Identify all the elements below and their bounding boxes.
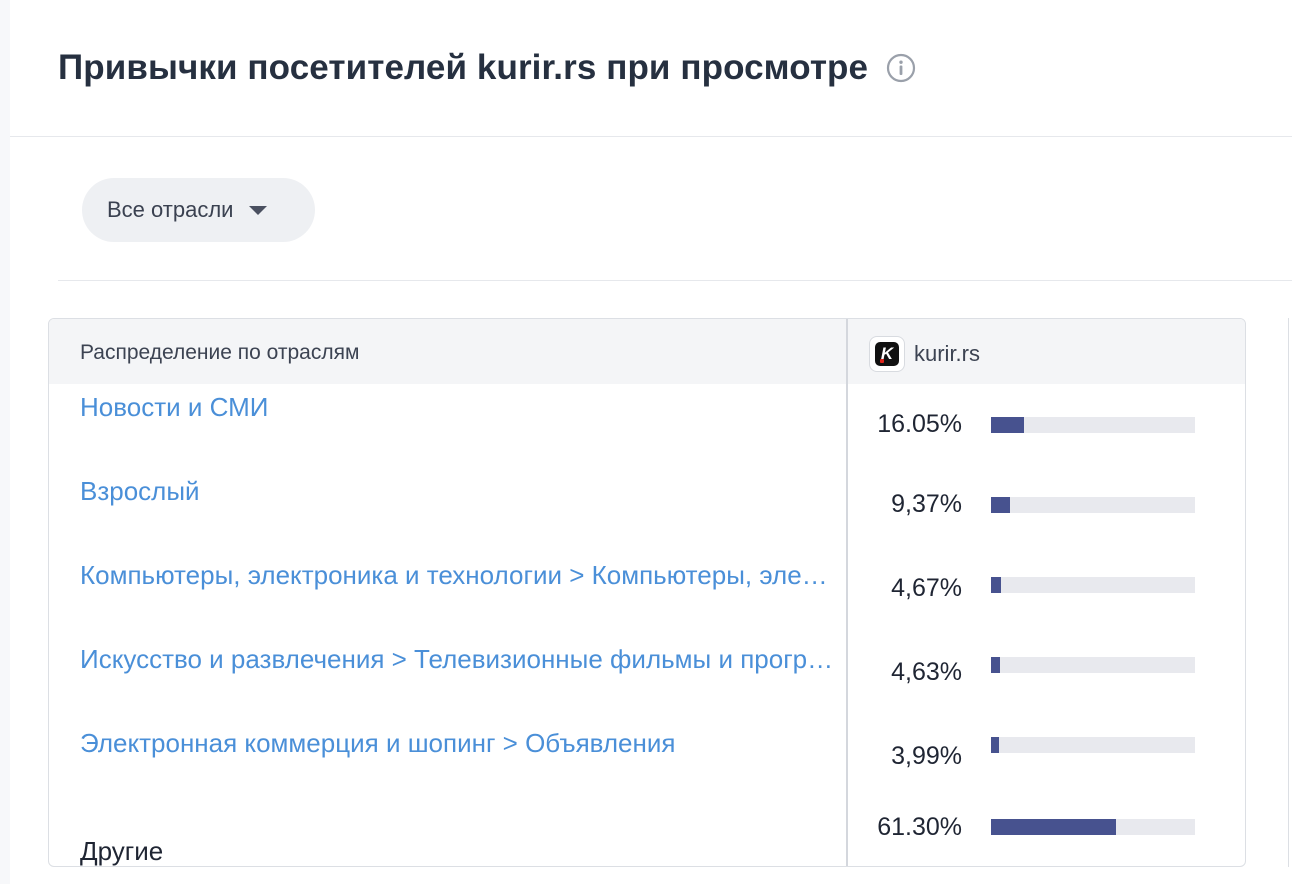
site-logo-icon: K [869,336,905,372]
table-header: Распределение по отраслям K kurir.rs [49,319,1245,384]
column-header-distribution: Распределение по отраслям [80,341,360,364]
share-bar [991,657,1195,673]
share-bar [991,577,1195,593]
share-bar [991,737,1195,753]
table-row: Электронная коммерция и шопинг > Объявле… [49,720,1245,804]
table-row: Взрослый 9,37% [49,468,1245,552]
share-bar [991,819,1195,835]
industry-filter-dropdown[interactable]: Все отрасли [82,178,315,242]
column-header-site: K kurir.rs [869,336,980,372]
column-divider [846,319,848,866]
share-bar [991,497,1195,513]
table-row: Компьютеры, электроника и технологии > К… [49,552,1245,636]
share-bar-fill [991,417,1024,433]
industry-link[interactable]: Электронная коммерция и шопинг > Объявле… [80,728,676,758]
info-circle-icon[interactable] [886,53,916,83]
industry-distribution-table: Распределение по отраслям K kurir.rs Нов… [48,318,1246,867]
table-row: Другие 61.30% [49,804,1245,866]
filter-row: Все отрасли [58,137,1292,281]
share-bar-fill [991,819,1117,835]
next-panel-edge [1288,318,1292,867]
share-percent: 16.05% [877,410,962,438]
industry-label-other: Другие [80,836,164,866]
industry-filter-label: Все отрасли [107,197,234,222]
industry-link[interactable]: Новости и СМИ [80,392,269,422]
column-header-site-name: kurir.rs [914,341,980,366]
share-percent: 4,63% [891,658,962,686]
table-row: Новости и СМИ 16.05% [49,384,1245,468]
share-percent: 61.30% [877,813,962,841]
table-row: Искусство и развлечения > Телевизионные … [49,636,1245,720]
industry-link[interactable]: Компьютеры, электроника и технологии > К… [80,560,838,590]
share-percent: 3,99% [891,742,962,770]
share-bar-fill [991,577,1001,593]
industry-link[interactable]: Искусство и развлечения > Телевизионные … [80,644,838,674]
share-bar [991,417,1195,433]
share-bar-fill [991,737,1000,753]
page-title: Привычки посетителей kurir.rs при просмо… [58,48,869,87]
industry-link[interactable]: Взрослый [80,476,200,506]
caret-down-icon [249,205,268,215]
section-header: Привычки посетителей kurir.rs при просмо… [10,0,1292,137]
share-bar-fill [991,497,1011,513]
share-percent: 4,67% [891,574,962,602]
share-bar-fill [991,657,1001,673]
share-percent: 9,37% [891,490,962,518]
